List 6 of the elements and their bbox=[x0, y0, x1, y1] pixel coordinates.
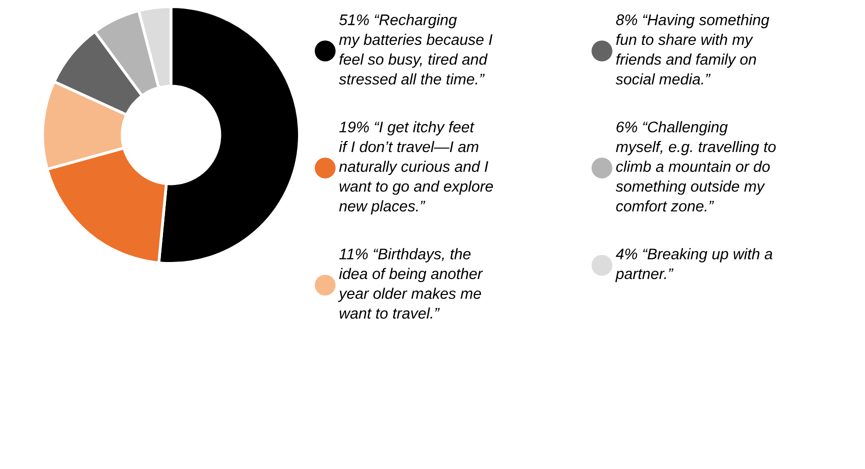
legend-label: 51% “Recharging my batteries because I feel so busy, tired and stressed all the time.” bbox=[338, 14, 492, 85]
legend-label: 6% “Challenging myself, e.g. travelling to climb a mountain or do something outside my comfort zone.” bbox=[616, 121, 776, 212]
legend-label: 8% “Having something fun to share with my friends and family on social media.” bbox=[616, 14, 770, 85]
legend-label: 11% “Birthdays, the idea of being another year older makes me want to travel.” bbox=[338, 248, 483, 319]
legend-label: 4% “Breaking up with a partner.” bbox=[615, 248, 772, 282]
legend-label: 19% “I get itchy feet if I don’t travel—I am naturally curious and I want to go and explore new places.” bbox=[339, 121, 493, 215]
